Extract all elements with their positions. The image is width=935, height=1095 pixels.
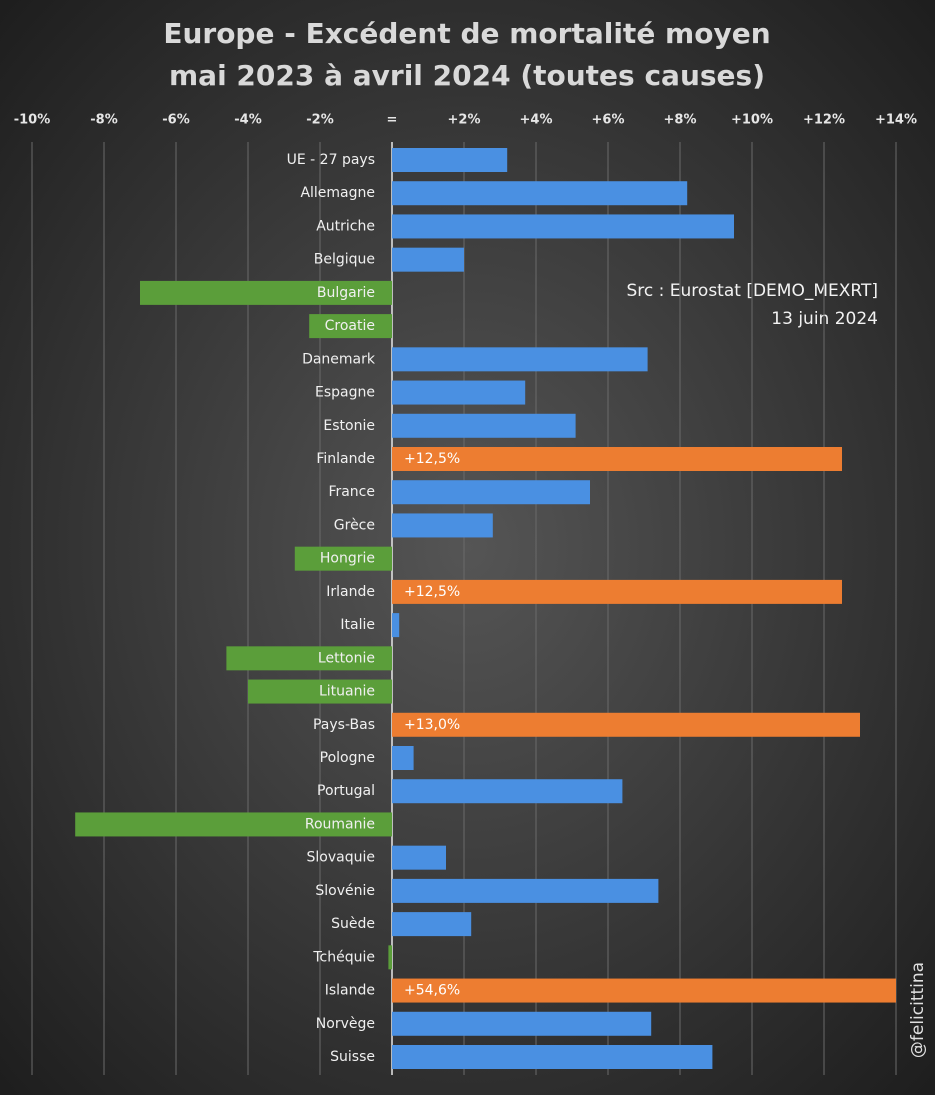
x-tick-label: +2% (448, 113, 481, 128)
bar (392, 579, 842, 604)
chart-subtitle: mai 2023 à avril 2024 (toutes causes) (169, 59, 765, 92)
x-tick-label: +10% (731, 113, 773, 128)
x-tick-label: = (387, 113, 398, 128)
bar (392, 1045, 713, 1069)
y-tick-label: France (328, 484, 375, 500)
value-label: +12,5% (404, 451, 460, 467)
bar (248, 679, 392, 704)
y-tick-label: Roumanie (305, 816, 375, 832)
y-tick-label: Slovénie (315, 883, 375, 899)
x-tick-label: -4% (234, 113, 261, 128)
y-tick-label: Belgique (314, 252, 375, 268)
bar (388, 945, 392, 970)
bar (392, 746, 414, 770)
bar (392, 845, 446, 870)
x-tick-label: +8% (664, 113, 697, 128)
bar (392, 447, 842, 471)
bar (140, 280, 392, 305)
y-tick-label: Portugal (317, 783, 375, 799)
y-tick-label: Lettonie (318, 650, 375, 666)
bar (75, 812, 392, 837)
bar (392, 912, 472, 937)
value-label: +12,5% (404, 584, 460, 600)
bar (226, 646, 392, 671)
y-tick-label: Hongrie (320, 551, 375, 567)
y-tick-label: Italie (340, 617, 375, 633)
y-tick-label: Slovaquie (307, 850, 375, 866)
x-tick-label: -10% (14, 113, 51, 128)
bar (392, 181, 688, 206)
value-label: +13,0% (404, 717, 460, 733)
y-tick-label: Espagne (315, 385, 375, 401)
bar (392, 779, 623, 804)
y-tick-label: Finlande (316, 451, 375, 467)
bar (392, 380, 526, 405)
y-tick-label: Allemagne (300, 185, 375, 201)
x-tick-label: -6% (162, 113, 189, 128)
y-tick-label: Grèce (334, 517, 375, 533)
x-tick-label: -8% (90, 113, 117, 128)
x-tick-label: +12% (803, 113, 845, 128)
y-tick-label: Suisse (330, 1049, 375, 1065)
date-note: 13 juin 2024 (771, 309, 878, 329)
bar (392, 247, 464, 272)
bar (294, 546, 392, 571)
bar (392, 513, 493, 538)
watermark: @felicittina (908, 962, 928, 1058)
y-tick-label: Croatie (325, 318, 375, 334)
bar (392, 712, 860, 737)
y-tick-label: Bulgarie (317, 285, 375, 301)
bar (392, 214, 734, 239)
x-tick-label: +14% (875, 113, 917, 128)
bar (392, 347, 648, 372)
y-tick-label: Suède (331, 916, 375, 932)
y-tick-label: Pays-Bas (313, 717, 375, 733)
x-tick-label: +4% (520, 113, 553, 128)
y-tick-label: Islande (325, 983, 375, 999)
y-tick-label: Pologne (320, 750, 375, 766)
y-tick-label: Autriche (316, 218, 375, 234)
x-tick-label: +6% (592, 113, 625, 128)
bar (392, 413, 576, 438)
y-tick-label: Danemark (302, 351, 376, 367)
y-tick-label: Irlande (326, 584, 375, 600)
y-tick-label: UE - 27 pays (287, 152, 375, 168)
bar (392, 978, 896, 1003)
bar (392, 878, 659, 903)
y-tick-label: Norvège (316, 1016, 375, 1032)
y-tick-label: Estonie (323, 418, 375, 434)
bar (392, 148, 508, 172)
bar (309, 314, 392, 339)
bar (392, 1011, 652, 1036)
y-tick-label: Tchéquie (312, 949, 375, 965)
bar (392, 613, 400, 638)
y-tick-label: Lituanie (319, 684, 375, 700)
chart-title: Europe - Excédent de mortalité moyen (163, 17, 770, 50)
x-tick-label: -2% (306, 113, 333, 128)
value-label: +54,6% (404, 983, 460, 999)
bar (392, 480, 590, 505)
